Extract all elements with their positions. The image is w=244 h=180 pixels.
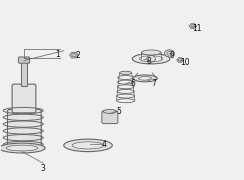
Ellipse shape (120, 71, 132, 75)
Ellipse shape (6, 145, 38, 151)
Text: 9: 9 (169, 51, 174, 60)
Text: 8: 8 (146, 57, 151, 66)
Ellipse shape (140, 56, 163, 62)
Circle shape (72, 54, 76, 57)
FancyBboxPatch shape (8, 109, 41, 149)
Circle shape (191, 25, 194, 27)
FancyBboxPatch shape (12, 84, 36, 113)
Text: 3: 3 (41, 164, 46, 173)
Ellipse shape (0, 143, 45, 153)
Text: 11: 11 (192, 24, 202, 33)
Ellipse shape (132, 54, 170, 64)
Text: 10: 10 (180, 58, 190, 67)
Text: 5: 5 (116, 107, 121, 116)
Circle shape (167, 52, 172, 55)
FancyBboxPatch shape (102, 111, 118, 124)
Ellipse shape (72, 142, 104, 149)
Text: 7: 7 (151, 79, 156, 88)
Text: 2: 2 (76, 51, 81, 60)
Ellipse shape (133, 75, 157, 82)
Circle shape (164, 50, 174, 57)
Text: 6: 6 (131, 79, 135, 88)
Text: 1: 1 (55, 50, 60, 59)
Text: 4: 4 (101, 140, 106, 149)
Ellipse shape (142, 50, 161, 55)
Bar (20, 62, 27, 86)
Ellipse shape (103, 109, 117, 113)
FancyBboxPatch shape (18, 57, 30, 63)
Circle shape (147, 55, 155, 62)
Ellipse shape (64, 139, 112, 152)
Circle shape (179, 59, 182, 61)
Ellipse shape (138, 77, 152, 80)
